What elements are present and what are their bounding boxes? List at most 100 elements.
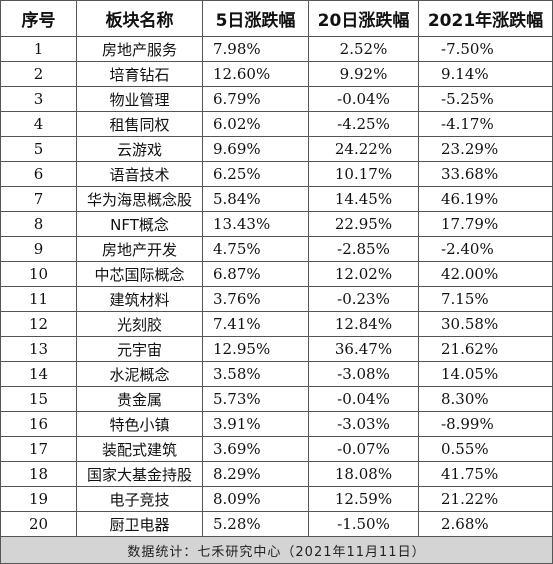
change-5day-cell: 8.09% (202, 486, 309, 512)
change-2021-cell: 30.58% (418, 311, 553, 337)
table-row: 15 贵金属 5.73% -0.04% 8.30% (0, 386, 553, 412)
change-5day-cell: 3.76% (202, 286, 309, 312)
table-header-row: 序号 板块名称 5日涨跌幅 20日涨跌幅 2021年涨跌幅 (0, 0, 553, 37)
sector-name-cell: 电子竞技 (76, 486, 203, 512)
sector-name-cell: 光刻胶 (76, 311, 203, 337)
change-2021-cell: -7.50% (418, 36, 553, 62)
row-index-cell: 11 (0, 286, 77, 312)
change-2021-cell: 14.05% (418, 361, 553, 387)
sector-name-cell: 租售同权 (76, 111, 203, 137)
change-20day-cell: -4.25% (308, 111, 419, 137)
change-20day-cell: 22.95% (308, 211, 419, 237)
row-index-cell: 10 (0, 261, 77, 287)
change-2021-cell: 21.62% (418, 336, 553, 362)
table-row: 19 电子竞技 8.09% 12.59% 21.22% (0, 486, 553, 512)
header-20day-change: 20日涨跌幅 (308, 0, 419, 37)
sector-name-cell: 房地产服务 (76, 36, 203, 62)
sector-name-cell: 云游戏 (76, 136, 203, 162)
change-5day-cell: 13.43% (202, 211, 309, 237)
change-2021-cell: 41.75% (418, 461, 553, 487)
footer-row: 数据统计：七禾研究中心（2021年11月11日） (0, 536, 553, 564)
change-20day-cell: 9.92% (308, 61, 419, 87)
change-20day-cell: -0.07% (308, 436, 419, 462)
row-index-cell: 18 (0, 461, 77, 487)
sector-name-cell: 贵金属 (76, 386, 203, 412)
change-5day-cell: 7.98% (202, 36, 309, 62)
sector-name-cell: 语音技术 (76, 161, 203, 187)
change-2021-cell: 7.15% (418, 286, 553, 312)
change-5day-cell: 4.75% (202, 236, 309, 262)
change-20day-cell: -0.23% (308, 286, 419, 312)
change-2021-cell: 0.55% (418, 436, 553, 462)
sector-name-cell: 中芯国际概念 (76, 261, 203, 287)
table-row: 7 华为海思概念股 5.84% 14.45% 46.19% (0, 186, 553, 212)
row-index-cell: 8 (0, 211, 77, 237)
change-5day-cell: 12.60% (202, 61, 309, 87)
change-20day-cell: 2.52% (308, 36, 419, 62)
change-2021-cell: 42.00% (418, 261, 553, 287)
change-5day-cell: 9.69% (202, 136, 309, 162)
row-index-cell: 12 (0, 311, 77, 337)
change-20day-cell: -3.08% (308, 361, 419, 387)
table-row: 2 培育钻石 12.60% 9.92% 9.14% (0, 61, 553, 87)
table-body: 1 房地产服务 7.98% 2.52% -7.50% 2 培育钻石 12.60% 9.92% 9.… (0, 36, 553, 537)
sector-name-cell: NFT概念 (76, 211, 203, 237)
change-20day-cell: -2.85% (308, 236, 419, 262)
header-5day-change: 5日涨跌幅 (202, 0, 309, 37)
row-index-cell: 1 (0, 36, 77, 62)
row-index-cell: 7 (0, 186, 77, 212)
change-2021-cell: -5.25% (418, 86, 553, 112)
row-index-cell: 13 (0, 336, 77, 362)
table-row: 14 水泥概念 3.58% -3.08% 14.05% (0, 361, 553, 387)
header-2021-change: 2021年涨跌幅 (418, 0, 553, 37)
header-index: 序号 (0, 0, 77, 37)
table-row: 18 国家大基金持股 8.29% 18.08% 41.75% (0, 461, 553, 487)
header-sector-name: 板块名称 (76, 0, 203, 37)
change-5day-cell: 6.87% (202, 261, 309, 287)
sector-name-cell: 房地产开发 (76, 236, 203, 262)
change-20day-cell: 10.17% (308, 161, 419, 187)
change-20day-cell: 36.47% (308, 336, 419, 362)
table-row: 12 光刻胶 7.41% 12.84% 30.58% (0, 311, 553, 337)
change-5day-cell: 5.73% (202, 386, 309, 412)
row-index-cell: 3 (0, 86, 77, 112)
sector-name-cell: 物业管理 (76, 86, 203, 112)
table-row: 16 特色小镇 3.91% -3.03% -8.99% (0, 411, 553, 437)
row-index-cell: 14 (0, 361, 77, 387)
change-5day-cell: 6.79% (202, 86, 309, 112)
table-row: 5 云游戏 9.69% 24.22% 23.29% (0, 136, 553, 162)
sector-name-cell: 元宇宙 (76, 336, 203, 362)
change-5day-cell: 3.58% (202, 361, 309, 387)
change-20day-cell: -0.04% (308, 386, 419, 412)
table-row: 20 厨卫电器 5.28% -1.50% 2.68% (0, 511, 553, 537)
sector-name-cell: 国家大基金持股 (76, 461, 203, 487)
change-20day-cell: 14.45% (308, 186, 419, 212)
change-2021-cell: 8.30% (418, 386, 553, 412)
row-index-cell: 9 (0, 236, 77, 262)
change-20day-cell: 12.02% (308, 261, 419, 287)
sector-name-cell: 厨卫电器 (76, 511, 203, 537)
change-5day-cell: 6.02% (202, 111, 309, 137)
row-index-cell: 2 (0, 61, 77, 87)
change-2021-cell: 9.14% (418, 61, 553, 87)
sector-name-cell: 特色小镇 (76, 411, 203, 437)
change-2021-cell: 46.19% (418, 186, 553, 212)
change-20day-cell: 12.84% (308, 311, 419, 337)
change-2021-cell: 2.68% (418, 511, 553, 537)
change-5day-cell: 7.41% (202, 311, 309, 337)
change-2021-cell: 17.79% (418, 211, 553, 237)
row-index-cell: 20 (0, 511, 77, 537)
change-20day-cell: -1.50% (308, 511, 419, 537)
row-index-cell: 6 (0, 161, 77, 187)
table-row: 4 租售同权 6.02% -4.25% -4.17% (0, 111, 553, 137)
table-row: 3 物业管理 6.79% -0.04% -5.25% (0, 86, 553, 112)
sector-name-cell: 华为海思概念股 (76, 186, 203, 212)
change-5day-cell: 12.95% (202, 336, 309, 362)
change-2021-cell: -8.99% (418, 411, 553, 437)
change-20day-cell: -3.03% (308, 411, 419, 437)
table-row: 11 建筑材料 3.76% -0.23% 7.15% (0, 286, 553, 312)
change-5day-cell: 6.25% (202, 161, 309, 187)
change-5day-cell: 8.29% (202, 461, 309, 487)
row-index-cell: 15 (0, 386, 77, 412)
